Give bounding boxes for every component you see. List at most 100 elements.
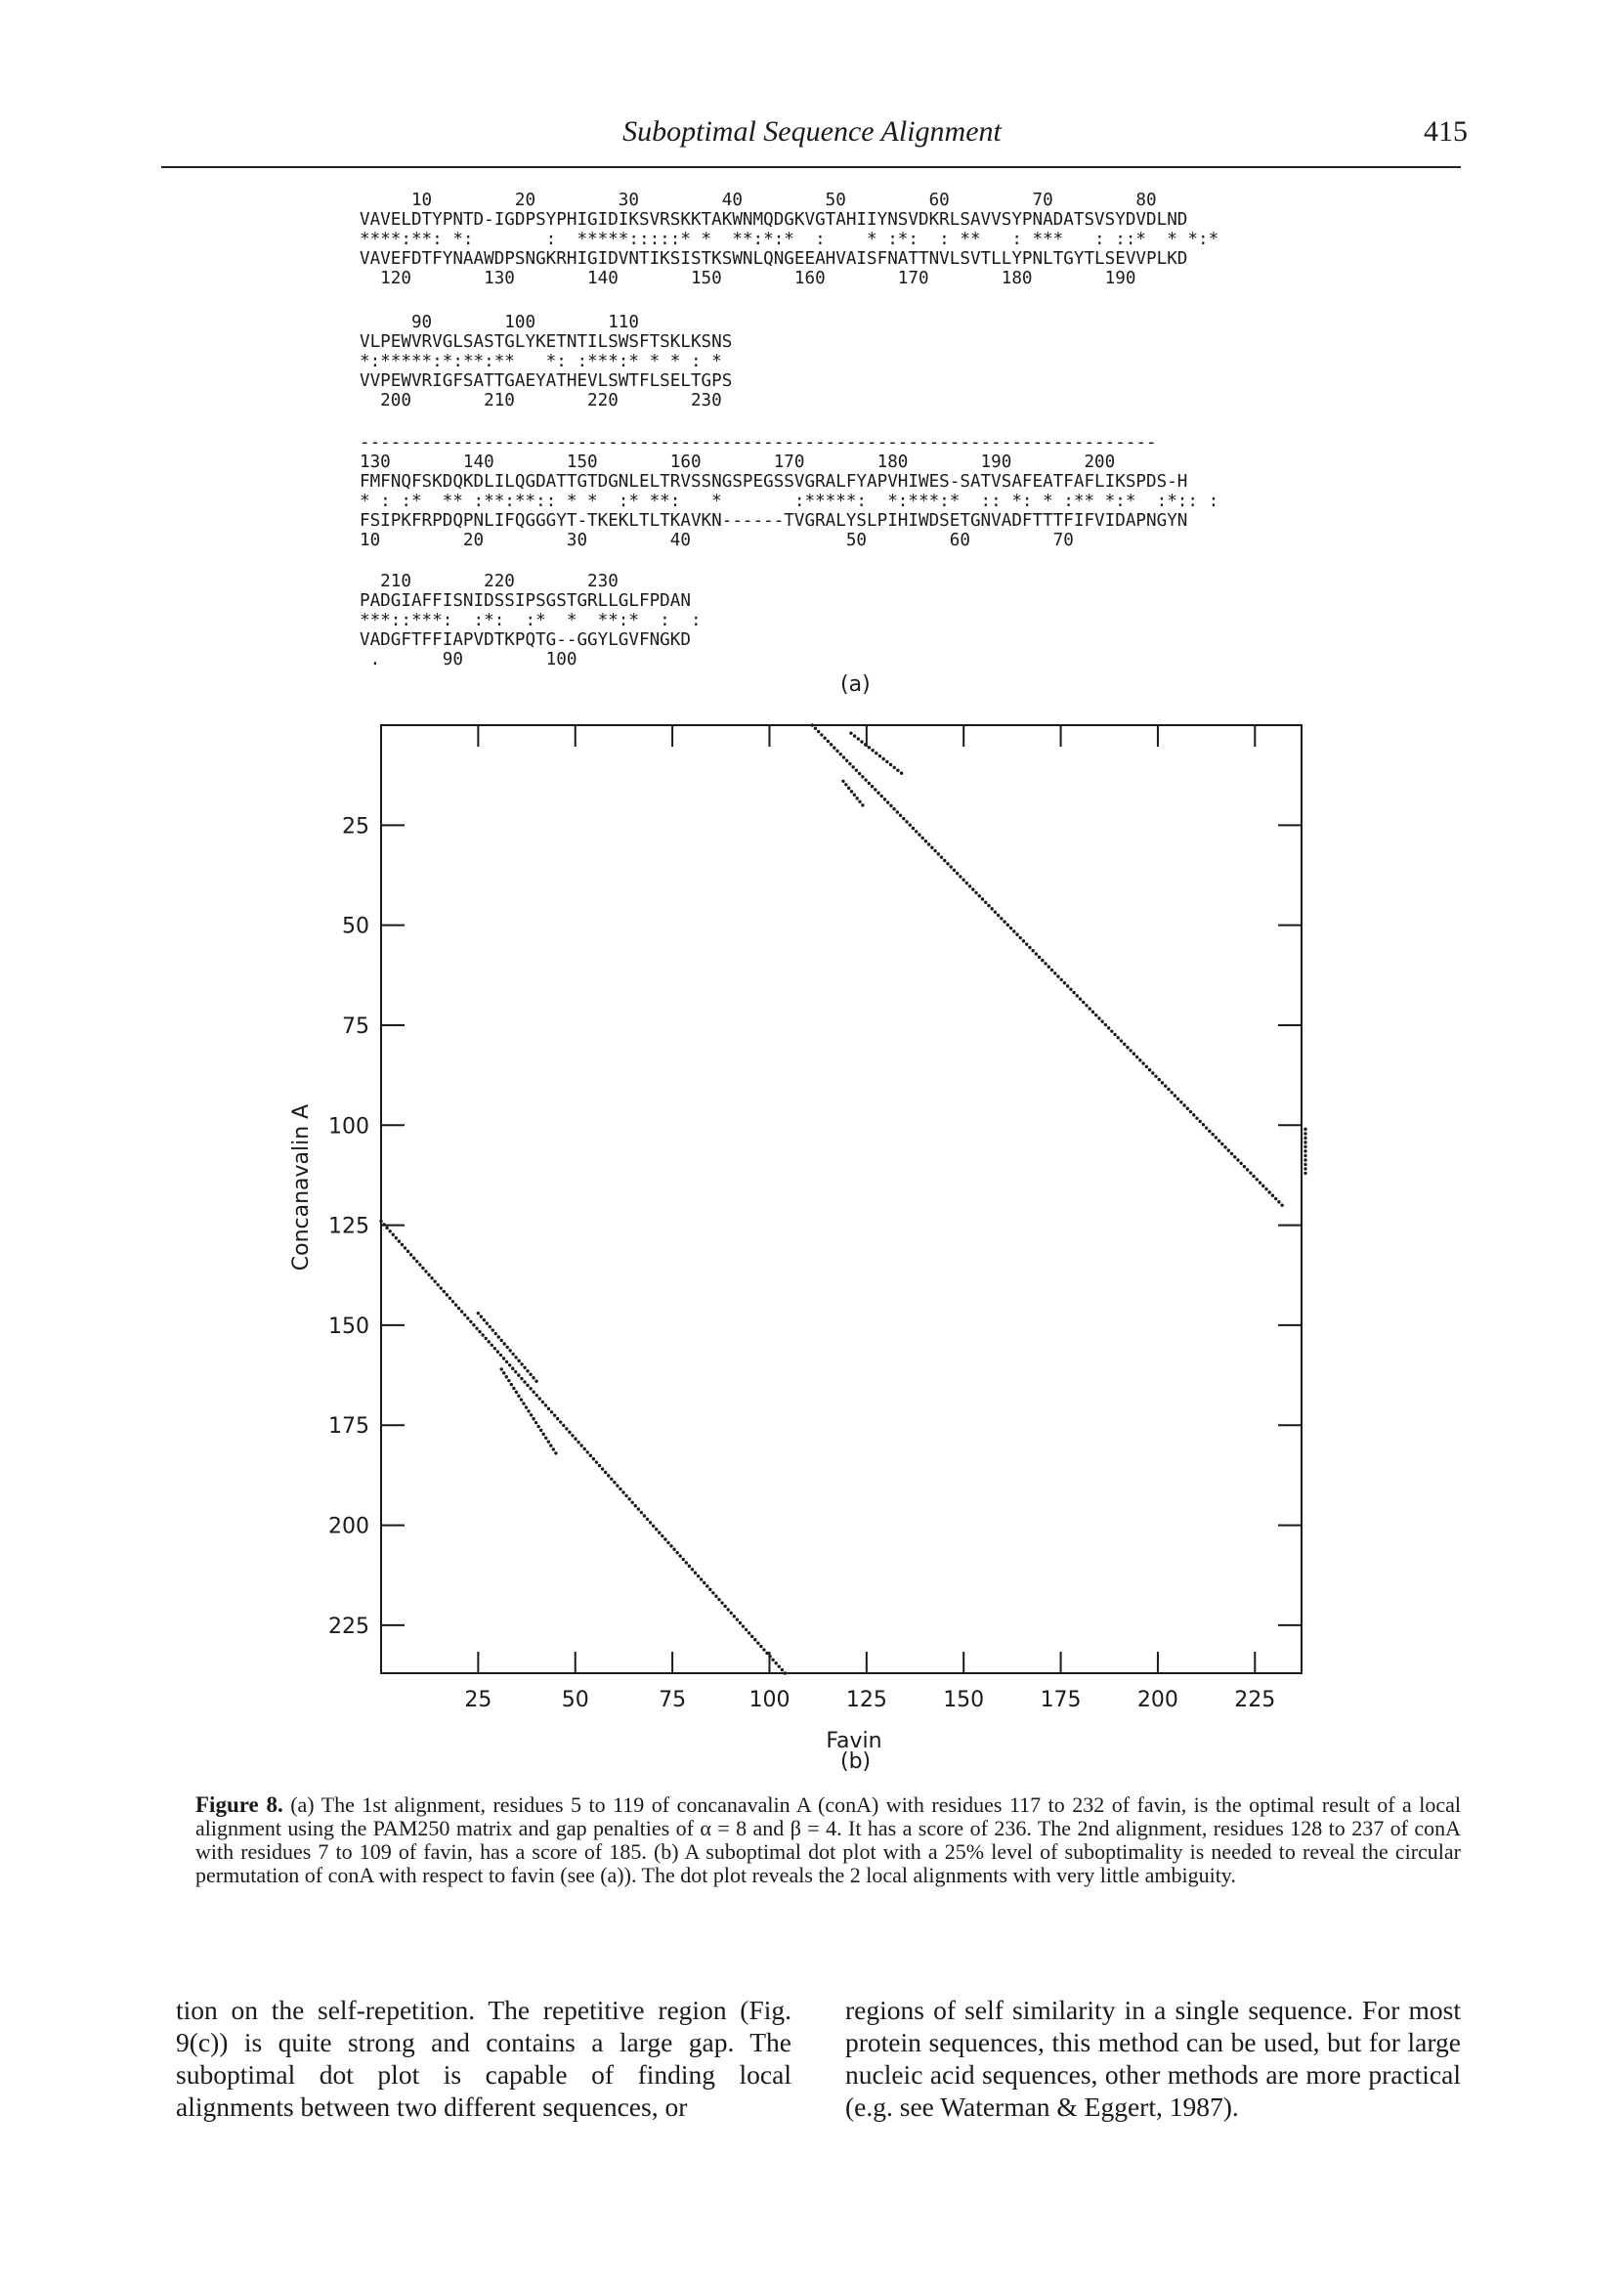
dot-plot-point bbox=[619, 1487, 622, 1491]
dot-plot-point bbox=[898, 813, 903, 817]
dot-plot-point bbox=[1018, 935, 1022, 940]
dot-plot-point bbox=[854, 768, 859, 772]
dot-plot-point bbox=[453, 1303, 458, 1307]
dot-plot-frame bbox=[380, 724, 1303, 1674]
dot-plot-point bbox=[810, 723, 814, 727]
dot-plot-point bbox=[675, 1550, 679, 1555]
dot-plot-point bbox=[424, 1270, 428, 1273]
dot-plot-point bbox=[813, 726, 818, 730]
dot-plot-point bbox=[971, 887, 975, 891]
dot-plot-point bbox=[642, 1514, 647, 1518]
dot-plot-point bbox=[860, 740, 864, 744]
dot-plot-point bbox=[738, 1620, 743, 1625]
dot-plot-point bbox=[1255, 1178, 1260, 1182]
dot-plot-point bbox=[442, 1289, 447, 1294]
plot-border bbox=[380, 724, 1303, 1674]
dot-plot-point bbox=[744, 1627, 748, 1632]
dot-plot-point bbox=[408, 1253, 413, 1257]
dot-plot-point bbox=[610, 1477, 614, 1482]
dot-plot-point bbox=[472, 1323, 476, 1327]
dot-plot-point bbox=[1208, 1129, 1212, 1134]
dot-plot-point bbox=[702, 1580, 706, 1585]
x-tick-label: 100 bbox=[748, 1688, 790, 1712]
dot-plot-point bbox=[926, 842, 931, 846]
dot-plot-point bbox=[1126, 1045, 1130, 1050]
dot-plot-point bbox=[867, 781, 871, 786]
dot-plot-point bbox=[504, 1375, 508, 1379]
dot-plot-point bbox=[421, 1266, 425, 1271]
dot-plot-point bbox=[1147, 1067, 1152, 1072]
dot-plot-point bbox=[729, 1611, 733, 1616]
dot-plot-point bbox=[559, 1420, 563, 1424]
dot-plot-point bbox=[920, 836, 924, 841]
dot-plot-point bbox=[1141, 1061, 1145, 1065]
dot-plot-point bbox=[720, 1601, 724, 1605]
dot-plot-point bbox=[555, 1416, 560, 1421]
block1-conA-sequence: VAVELDTYPNTD-IGDPSYPHIGIDIKSVRSKKTAKWNMQ… bbox=[360, 210, 1188, 230]
dot-plot-point bbox=[990, 907, 994, 911]
dot-plot-point bbox=[1056, 974, 1060, 978]
body-text-right-column: regions of self similarity in a single s… bbox=[845, 1995, 1461, 2122]
dot-plot-point bbox=[816, 729, 821, 734]
dot-plot-point bbox=[1303, 1153, 1307, 1158]
dot-plot-point bbox=[1179, 1100, 1183, 1104]
dot-plot-point bbox=[1236, 1158, 1240, 1162]
dot-plot-point bbox=[841, 755, 846, 759]
dot-plot-point bbox=[507, 1378, 511, 1383]
block3-favin-sequence: FSIPKFRPDQPNLIFQGGGYT-TKEKLTLTKAVKN-----… bbox=[360, 511, 1188, 531]
dot-plot-point bbox=[943, 858, 947, 863]
dot-plot-point bbox=[439, 1286, 443, 1290]
dot-plot-point bbox=[861, 775, 865, 779]
dot-plot-point bbox=[495, 1350, 500, 1354]
dot-plot-point bbox=[684, 1561, 689, 1565]
dot-plot-point bbox=[1303, 1136, 1307, 1141]
dot-plot-point bbox=[1173, 1094, 1177, 1098]
dot-plot-point bbox=[403, 1246, 407, 1250]
dot-plot-point bbox=[532, 1417, 535, 1421]
y-tick-label: 75 bbox=[342, 1014, 369, 1039]
dot-plot-point bbox=[672, 1547, 676, 1551]
dot-plot-point bbox=[479, 1315, 484, 1318]
dot-plot-point bbox=[955, 871, 960, 876]
dot-plot-point bbox=[508, 1349, 512, 1353]
dot-plot-point bbox=[933, 848, 937, 853]
dot-plot-point bbox=[882, 798, 887, 801]
dot-plot-point bbox=[658, 1531, 662, 1534]
x-axis: 25 50 75 100 125 150 175 200 225 bbox=[464, 725, 1275, 1712]
dot-plot-point bbox=[820, 733, 824, 737]
x-tick-label: 75 bbox=[659, 1688, 686, 1712]
dot-plot-point bbox=[450, 1300, 455, 1304]
dot-plot-point bbox=[663, 1537, 667, 1541]
x-axis-label: Favin bbox=[826, 1729, 881, 1753]
dot-plot-point bbox=[870, 784, 875, 789]
dot-plot-point bbox=[655, 1527, 659, 1531]
dot-plot-point bbox=[379, 1219, 383, 1224]
dot-plot-point bbox=[549, 1444, 553, 1447]
dot-plot-point bbox=[959, 875, 962, 879]
dot-plot-point bbox=[543, 1403, 548, 1407]
dot-plot-point bbox=[1138, 1058, 1142, 1062]
dot-plot-point bbox=[1059, 977, 1063, 982]
dot-plot-point bbox=[1134, 1055, 1139, 1059]
dot-plot-point bbox=[879, 794, 883, 798]
dot-plot-point bbox=[849, 731, 853, 735]
dot-plot-point bbox=[661, 1533, 664, 1538]
dot-plot-point bbox=[974, 890, 978, 895]
dot-plot-point bbox=[496, 1335, 500, 1339]
dot-plot-point bbox=[705, 1584, 709, 1588]
dot-plot-point bbox=[1188, 1109, 1193, 1114]
dot-plot-point bbox=[1303, 1144, 1307, 1149]
dot-plot-point bbox=[861, 803, 865, 807]
dot-plot-point bbox=[681, 1557, 685, 1562]
dot-plot-point bbox=[1075, 994, 1080, 998]
dot-plot-point bbox=[411, 1256, 416, 1260]
dot-plot-point bbox=[585, 1450, 589, 1454]
panel-label-b: (b) bbox=[840, 1749, 872, 1774]
dot-plot-point bbox=[517, 1359, 521, 1363]
dot-plot-point bbox=[1132, 1052, 1136, 1056]
dot-plot-point bbox=[523, 1365, 527, 1370]
dot-plot-point bbox=[1303, 1132, 1307, 1136]
dot-plot-point bbox=[568, 1430, 572, 1435]
dot-plot-point bbox=[436, 1282, 440, 1287]
dot-plot-point bbox=[588, 1453, 593, 1458]
